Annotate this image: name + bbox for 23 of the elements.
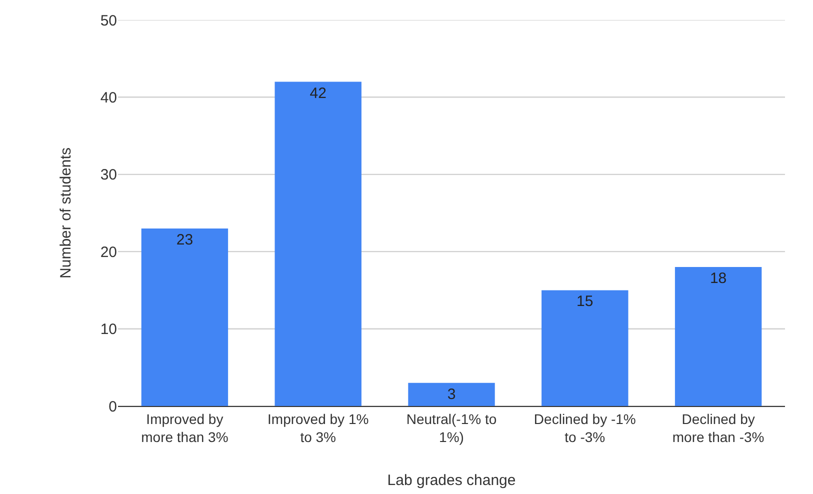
- y-axis-title: Number of students: [58, 148, 75, 278]
- data-label: 42: [310, 84, 326, 102]
- x-axis-title: Lab grades change: [387, 472, 516, 489]
- data-label: 18: [710, 270, 727, 288]
- data-label: 15: [576, 293, 594, 310]
- y-tick-label: 0: [108, 398, 117, 416]
- y-tick-label: 40: [100, 89, 117, 106]
- bar: [408, 382, 495, 406]
- bar: [674, 267, 762, 406]
- bar: [542, 290, 628, 406]
- x-tick-label: Declined by more than -3%: [672, 410, 764, 445]
- x-tick-label: Neutral(-1% to 1%): [406, 410, 497, 445]
- x-tick-label: Declined by -1% to -3%: [534, 410, 636, 445]
- x-tick-label: Improved by more than 3%: [141, 410, 228, 445]
- bar: [141, 228, 228, 406]
- data-label: 23: [176, 231, 194, 248]
- y-tick-label: 20: [100, 244, 117, 261]
- y-tick-label: 50: [100, 12, 117, 30]
- x-tick-label: Improved by 1% to 3%: [268, 410, 369, 445]
- data-label: 3: [447, 386, 456, 403]
- bar: [274, 82, 362, 406]
- y-tick-label: 30: [100, 166, 117, 184]
- y-tick-label: 10: [100, 321, 117, 338]
